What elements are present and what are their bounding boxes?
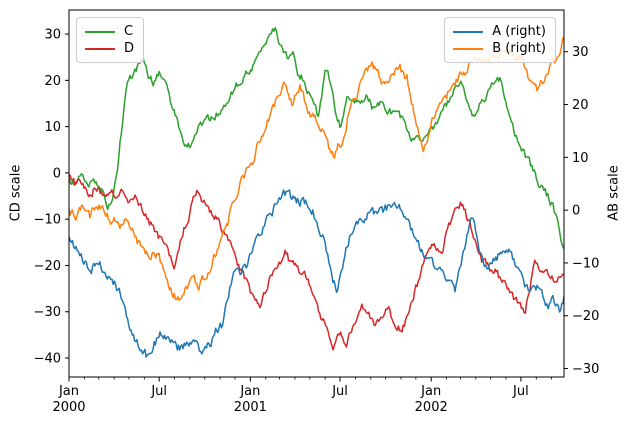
right-tick-label: 20 — [572, 98, 589, 113]
legend-item-a: A (right) — [453, 23, 546, 40]
series-line-A — [69, 189, 564, 358]
x-tick-year-label: 2000 — [52, 400, 85, 415]
x-tick-label: Jan — [420, 384, 441, 399]
right-tick-label: 10 — [572, 151, 589, 166]
right-tick-label: −10 — [572, 256, 599, 271]
left-tick-label: −30 — [34, 305, 61, 320]
legend-item-d: D — [85, 40, 134, 57]
legend-item-b: B (right) — [453, 40, 546, 57]
series-line-B — [69, 36, 564, 301]
x-tick-label: Jan — [58, 384, 79, 399]
left-tick-label: −20 — [34, 259, 61, 274]
left-tick-label: 30 — [44, 28, 61, 43]
right-tick-label: 30 — [572, 45, 589, 60]
left-tick-label: 0 — [53, 166, 61, 181]
legend-label-d: D — [124, 41, 135, 56]
left-tick-label: −10 — [34, 213, 61, 228]
x-tick-label: Jan — [239, 384, 260, 399]
x-tick-label: Jul — [150, 384, 167, 399]
x-tick-label: Jul — [512, 384, 529, 399]
left-tick-label: −40 — [34, 352, 61, 367]
right-tick-label: −20 — [572, 309, 599, 324]
right-axis-label: AB scale — [606, 165, 622, 221]
line-swatch-a — [453, 30, 484, 33]
series-line-C — [69, 27, 564, 250]
line-swatch-d — [85, 47, 115, 50]
right-tick-label: 0 — [572, 204, 580, 219]
left-axis-label: CD scale — [8, 164, 24, 222]
left-tick-label: 20 — [44, 74, 61, 89]
line-swatch-c — [85, 30, 115, 33]
line-swatch-b — [453, 47, 484, 50]
right-tick-label: −30 — [572, 362, 599, 377]
legend-label-a: A (right) — [492, 24, 546, 39]
legend-label-c: C — [124, 24, 134, 39]
legend-label-b: B (right) — [492, 41, 546, 56]
left-tick-label: 10 — [44, 120, 61, 135]
x-tick-year-label: 2001 — [234, 400, 267, 415]
x-tick-year-label: 2002 — [415, 400, 448, 415]
legend-item-c: C — [85, 23, 134, 40]
legend-right: A (right) B (right) — [444, 17, 556, 63]
legend-left: C D — [76, 17, 145, 63]
series-line-D — [69, 174, 564, 351]
plot-border — [68, 9, 565, 378]
x-tick-label: Jul — [331, 384, 348, 399]
